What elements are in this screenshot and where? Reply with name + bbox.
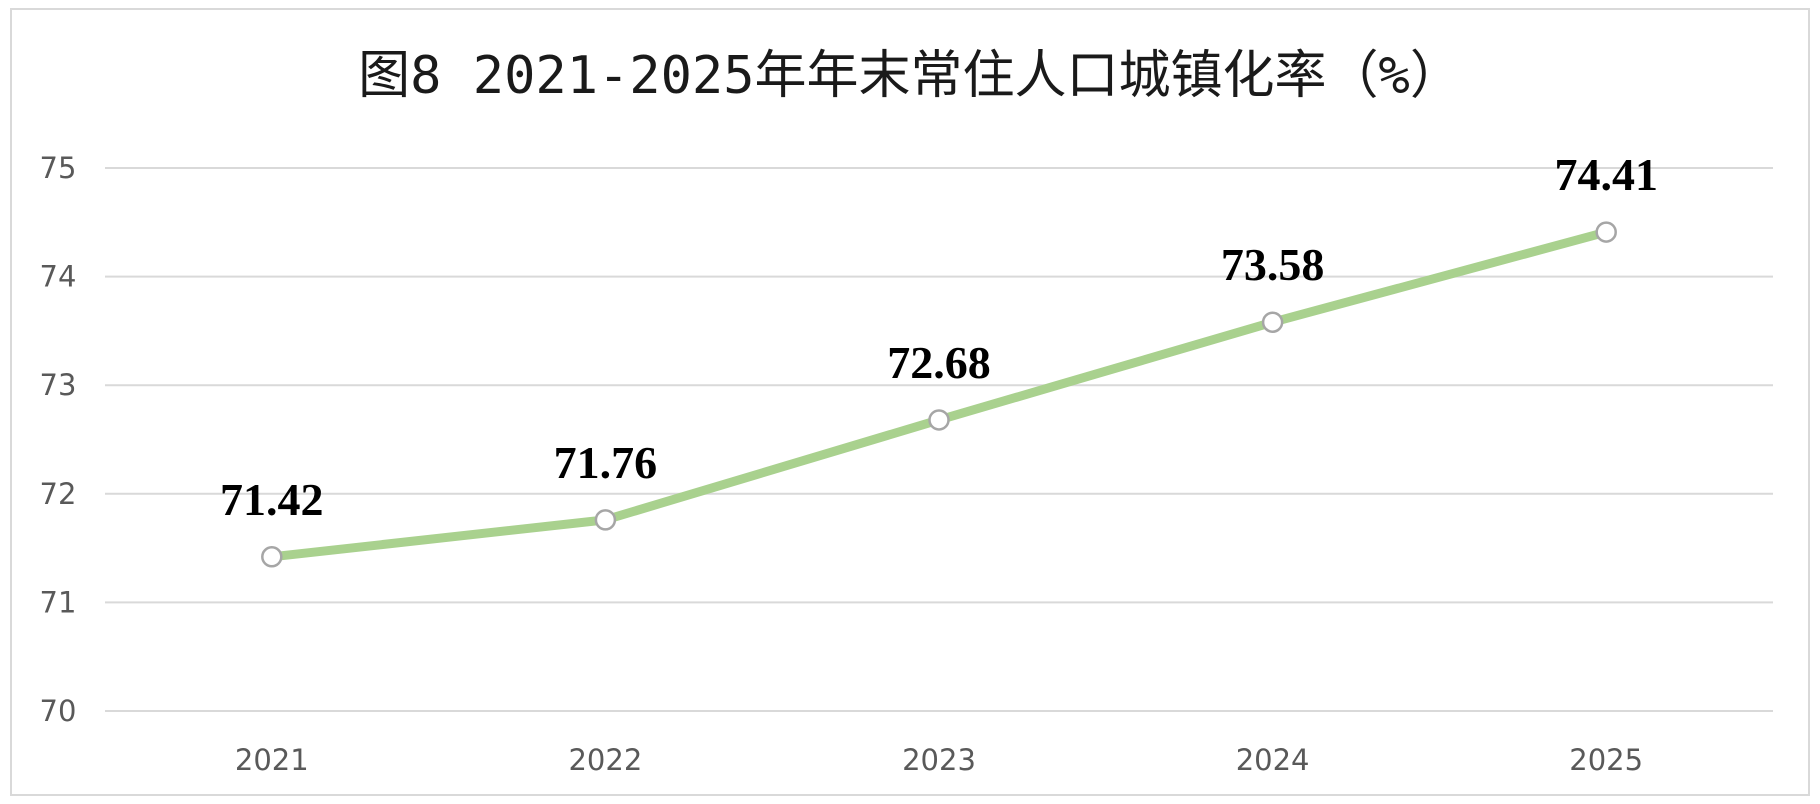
data-point-2025 <box>1595 221 1617 243</box>
x-tick-label: 2024 <box>1236 743 1310 777</box>
gridlines <box>105 167 1773 712</box>
x-tick-label: 2025 <box>1569 743 1643 777</box>
x-tick-label: 2023 <box>902 743 976 777</box>
series-line <box>267 227 1611 562</box>
y-tick-label: 73 <box>40 368 77 402</box>
series-layer <box>261 221 1617 568</box>
y-tick-label: 72 <box>40 477 77 511</box>
y-axis-ticks: 70 71 72 73 74 75 <box>40 151 77 728</box>
y-tick-label: 71 <box>40 585 77 619</box>
x-tick-label: 2021 <box>235 743 309 777</box>
y-tick-label: 70 <box>40 694 77 728</box>
data-labels: 71.42 71.76 72.68 73.58 74.41 <box>220 149 1658 525</box>
y-tick-label: 74 <box>40 260 77 294</box>
data-label-2023: 72.68 <box>887 337 991 388</box>
data-label-2022: 71.76 <box>554 437 658 488</box>
x-axis-ticks: 2021 2022 2023 2024 2025 <box>235 743 1643 777</box>
data-point-2024 <box>1261 311 1284 333</box>
chart-frame <box>10 8 1810 796</box>
y-tick-label: 75 <box>40 151 77 185</box>
chart-title: 图8 2021-2025年年末常住人口城镇化率（%） <box>358 46 1462 106</box>
data-point-2023 <box>928 409 950 431</box>
x-tick-label: 2022 <box>568 743 642 777</box>
data-point-2022 <box>594 509 617 531</box>
data-label-2025: 74.41 <box>1554 149 1658 200</box>
data-label-2024: 73.58 <box>1221 239 1325 290</box>
data-label-2021: 71.42 <box>220 474 324 525</box>
data-point-2021 <box>261 546 283 568</box>
